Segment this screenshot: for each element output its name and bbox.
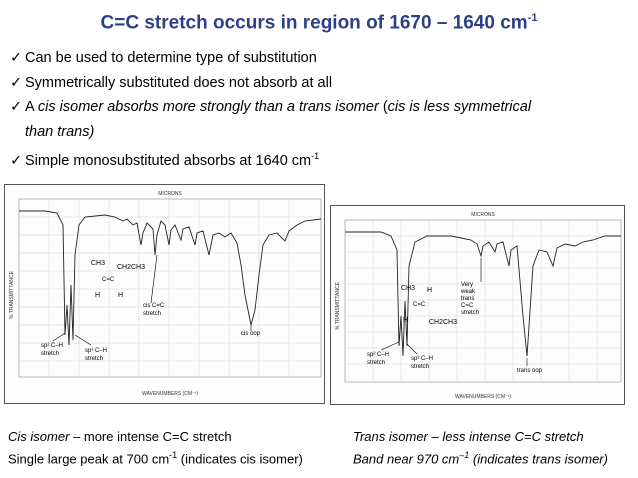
cis-caption-rest: – more intense C=C stretch [69, 429, 232, 444]
trans-caption-line2-pre: Band near 970 cm [353, 451, 460, 467]
cis-caption: Cis isomer – more intense C=C stretch Si… [8, 428, 303, 468]
trans-label-sp2: sp² C–H stretch [367, 352, 389, 366]
cis-axis-top: MICRONS [158, 191, 182, 197]
trans-mol-bond: C=C [413, 302, 426, 308]
bullet-text: Symmetrically substituted does not absor… [25, 74, 333, 91]
check-icon: ✓ [10, 50, 23, 66]
cis-ir-spectrum: MICRONS WAVENUMBERS (CM⁻¹) % TRANSMITTAN… [4, 184, 325, 404]
cis-spectrum-graphic: MICRONS WAVENUMBERS (CM⁻¹) % TRANSMITTAN… [9, 191, 322, 397]
cis-grid [18, 198, 322, 378]
trans-mol-h-right: H [427, 287, 432, 294]
trans-axis-left: % TRANSMITTANCE [335, 281, 341, 330]
trans-caption-line2-post: (indicates trans isomer) [469, 451, 608, 467]
cis-mol-ch2ch3: CH2CH3 [117, 264, 145, 271]
bullet-text: cis is less symmetrical [387, 99, 532, 115]
cis-molecule: CH3 CH2CH3 C=C H H [91, 260, 145, 299]
cis-spectrum-trace [19, 210, 322, 346]
trans-axis-top: MICRONS [471, 212, 495, 218]
trans-caption-line1: Trans isomer – less intense C=C stretch [353, 429, 584, 444]
cis-axis-bottom: WAVENUMBERS (CM⁻¹) [142, 391, 198, 397]
trans-mol-ch3: CH3 [401, 285, 415, 292]
trans-arrows [380, 258, 528, 366]
cis-label-cc: cis C=C stretch [143, 303, 165, 317]
cis-caption-line2-sup: -1 [169, 450, 178, 460]
bullet-text: cis isomer absorbs more strongly than a … [37, 99, 379, 115]
bullet-list: ✓ Can be used to determine type of substi… [10, 46, 630, 173]
slide-title-sup: -1 [527, 12, 538, 24]
cis-caption-line2: Single large peak at 700 cm-1 (indicates… [8, 446, 303, 468]
bullet-item: ✓ Symmetrically substituted does not abso… [10, 71, 630, 96]
cis-caption-line1: Cis isomer – more intense C=C stretch [8, 428, 303, 446]
cis-arrows [52, 254, 252, 346]
bullet-text: than trans) [25, 123, 95, 140]
trans-axis-bottom: WAVENUMBERS (CM⁻¹) [455, 394, 511, 400]
cis-label-sp2: sp² C–H stretch [41, 343, 63, 357]
bullet-item: ✓ A cis isomer absorbs more strongly than… [10, 95, 630, 120]
cis-mol-bond: C=C [102, 277, 115, 283]
check-icon: ✓ [10, 74, 23, 91]
cis-mol-h-left: H [95, 292, 100, 299]
bullet-item: than trans) [10, 120, 630, 145]
trans-mol-ch2ch3: CH2CH3 [429, 319, 457, 326]
trans-spectrum-graphic: MICRONS WAVENUMBERS (CM⁻¹) % TRANSMITTAN… [335, 212, 622, 400]
trans-ir-spectrum: MICRONS WAVENUMBERS (CM⁻¹) % TRANSMITTAN… [330, 205, 625, 405]
trans-molecule: CH3 C=C H H CH2CH3 [401, 285, 457, 326]
cis-label-sp3: sp³ C–H stretch [85, 348, 107, 362]
cis-axis-left: % TRANSMITTANCE [9, 270, 15, 319]
bullet-text: Simple monosubstituted absorbs at 1640 c… [25, 152, 312, 169]
check-icon: ✓ [10, 99, 23, 115]
trans-caption: Trans isomer – less intense C=C stretch … [353, 428, 608, 468]
bullet-item: ✓ Simple monosubstituted absorbs at 1640 … [10, 144, 630, 173]
trans-label-sp3: sp³ C–H stretch [411, 356, 433, 370]
slide-title-text: C=C stretch occurs in region of 1670 – 1… [100, 12, 528, 34]
cis-caption-line2-pre: Single large peak at 700 cm [8, 451, 170, 467]
bullet-text: A [25, 99, 38, 115]
cis-mol-h-right: H [118, 292, 123, 299]
check-icon: ✓ [10, 152, 23, 169]
cis-label-oop: cis oop [241, 331, 261, 337]
bullet-item: ✓ Can be used to determine type of substi… [10, 46, 630, 71]
bullet-text: ( [378, 99, 388, 115]
bullet-text: Can be used to determine type of substit… [25, 50, 317, 66]
trans-label-oop: trans oop [517, 368, 543, 374]
trans-label-weak: Very weak trans C=C stretch [460, 282, 479, 316]
cis-caption-italic: Cis isomer [8, 429, 70, 444]
slide-title: C=C stretch occurs in region of 1670 – 1… [0, 12, 638, 34]
cis-caption-line2-post: (indicates cis isomer) [177, 451, 303, 467]
trans-spectrum-trace [345, 231, 621, 357]
cis-mol-ch3: CH3 [91, 260, 105, 267]
bullet-sup: -1 [311, 151, 320, 161]
trans-caption-line2-sup: –1 [459, 450, 470, 460]
trans-caption-line2: Band near 970 cm–1 (indicates trans isom… [353, 446, 608, 468]
trans-mol-h-left: H [403, 317, 408, 324]
